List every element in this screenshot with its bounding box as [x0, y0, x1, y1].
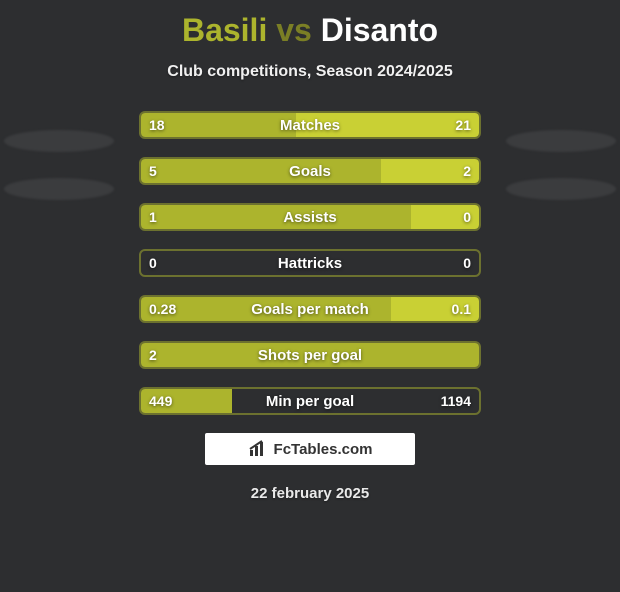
stat-row: 4491194Min per goal: [139, 387, 481, 415]
bar-fill-left: [141, 159, 381, 183]
bar-fill-right: [391, 297, 479, 321]
placeholder-shadow: [4, 178, 114, 200]
title-player-left: Basili: [182, 12, 267, 48]
bar-fill-right: [296, 113, 479, 137]
subtitle: Club competitions, Season 2024/2025: [0, 63, 620, 81]
stat-row: 0.280.1Goals per match: [139, 295, 481, 323]
player-placeholder-right: [506, 130, 616, 226]
stat-row: 00Hattricks: [139, 249, 481, 277]
bar-fill-left: [141, 343, 479, 367]
brand-footer[interactable]: FcTables.com: [205, 433, 415, 465]
placeholder-shadow: [506, 178, 616, 200]
bar-track: [139, 203, 481, 231]
bar-fill-right: [411, 205, 479, 229]
comparison-title: Basili vs Disanto: [0, 12, 620, 49]
placeholder-shadow: [4, 130, 114, 152]
title-vs: vs: [276, 12, 312, 48]
bar-fill-right: [381, 159, 479, 183]
placeholder-shadow: [506, 130, 616, 152]
comparison-bars: 1821Matches 52Goals 10Assists 00Hattricks 0.…: [139, 111, 481, 415]
stat-row: 10Assists: [139, 203, 481, 231]
bar-fill-left: [141, 205, 411, 229]
bar-track: [139, 111, 481, 139]
player-placeholder-left: [4, 130, 114, 226]
bar-track: [139, 341, 481, 369]
stat-row: 2Shots per goal: [139, 341, 481, 369]
chart-icon: [248, 440, 270, 458]
footer-date: 22 february 2025: [0, 485, 620, 502]
bar-fill-left: [141, 297, 391, 321]
stat-row: 1821Matches: [139, 111, 481, 139]
title-player-right: Disanto: [321, 12, 438, 48]
brand-text: FcTables.com: [274, 441, 373, 458]
stat-row: 52Goals: [139, 157, 481, 185]
bar-fill-left: [141, 389, 232, 413]
bar-track: [139, 295, 481, 323]
bar-track: [139, 387, 481, 415]
bar-track: [139, 157, 481, 185]
bar-track: [139, 249, 481, 277]
bar-fill-left: [141, 113, 296, 137]
